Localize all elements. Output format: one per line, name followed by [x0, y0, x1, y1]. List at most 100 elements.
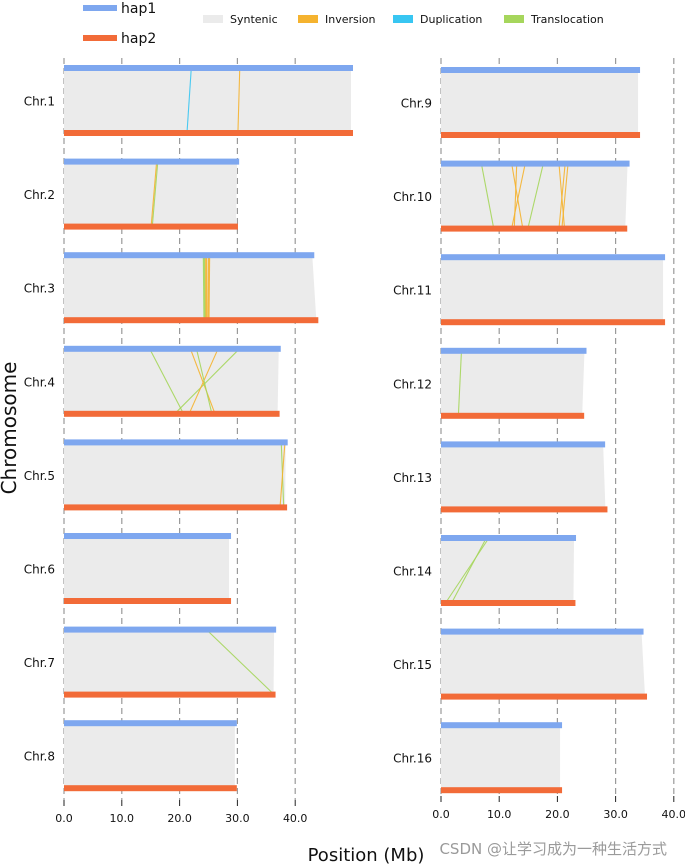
hap2-bar [441, 132, 641, 138]
inversion-link [207, 257, 211, 319]
x-tick-label: 20.0 [545, 808, 570, 821]
syntenic-region [441, 350, 585, 416]
chromosome-label: Chr.12 [393, 377, 432, 391]
hap2-bar [64, 130, 353, 136]
translocation-legend-label: Translocation [530, 13, 604, 26]
chromosome-label: Chr.2 [24, 188, 55, 202]
chromosome-label: Chr.9 [401, 97, 432, 111]
y-axis-label: Chromosome [0, 362, 21, 495]
hap2-bar [441, 319, 666, 326]
syntenic-region [441, 257, 664, 323]
chromosome-label: Chr.15 [393, 658, 432, 672]
x-axes: 0.0 10.0 20.0 30.0 40.0 0.0 10.0 20.0 30.0 40.0 [55, 796, 685, 825]
translocation-link [452, 539, 486, 602]
hap1-bar [64, 533, 232, 539]
x-tick-label: 20.0 [167, 812, 192, 825]
x-tick-label: 40.0 [283, 812, 308, 825]
syntenic-region [441, 631, 646, 697]
x-tick-label: 0.0 [55, 812, 73, 825]
chromosome-chr-10: Chr.10 [393, 160, 630, 232]
syntenic-region [64, 161, 238, 227]
translocation-link [151, 163, 159, 225]
hap2-bar [64, 504, 288, 511]
hap1-bar [64, 65, 353, 71]
chromosome-chr-8: Chr.8 [24, 720, 237, 792]
inversion-legend-label: Inversion [325, 13, 376, 26]
hap1-bar [441, 67, 641, 73]
chromosome-label: Chr.16 [393, 752, 432, 766]
hap1-bar [441, 160, 630, 167]
syntenic-region [64, 536, 230, 601]
hap1-bar [64, 252, 315, 259]
translocation-link [176, 350, 238, 413]
chromosome-chr-9: Chr.9 [401, 67, 641, 138]
syntenic-region [64, 255, 317, 321]
chromosome-tracks: Chr.1 Chr.2 Chr.3 Chr.4 Chr.5 Chr.6 Chr.7 Chr.8… [24, 65, 666, 794]
hap2-bar [441, 506, 608, 513]
syntenic-region [64, 68, 351, 133]
duplication-legend-swatch [393, 15, 413, 23]
duplication-legend-label: Duplication [420, 13, 482, 26]
chromosome-label: Chr.11 [393, 284, 432, 298]
chromosome-label: Chr.6 [24, 563, 55, 577]
chromosome-chr-5: Chr.5 [24, 439, 288, 511]
legend: hap1 hap2 Syntenic Inversion Duplication Tran… [83, 1, 604, 47]
chromosome-chr-16: Chr.16 [393, 722, 563, 794]
chromosome-label: Chr.3 [24, 282, 55, 296]
chromosome-chr-7: Chr.7 [24, 626, 277, 698]
inversion-legend-swatch [298, 15, 318, 23]
hap2-bar [64, 598, 232, 604]
x-tick-label: 40.0 [662, 808, 685, 821]
chromosome-label: Chr.1 [24, 95, 55, 109]
duplication-link [186, 69, 192, 132]
hap1-bar [64, 158, 240, 165]
x-tick-label: 10.0 [487, 808, 512, 821]
syntenic-legend-label: Syntenic [230, 13, 278, 26]
syntenic-region [64, 442, 286, 508]
syntenic-region [64, 723, 235, 789]
hap2-legend-label: hap2 [121, 31, 156, 47]
translocation-link [208, 631, 273, 693]
hap1-bar [64, 345, 281, 352]
hap2-bar [64, 317, 319, 324]
chromosome-chr-15: Chr.15 [393, 628, 648, 700]
inversion-link [558, 165, 566, 227]
inversion-link [189, 350, 218, 413]
inversion-link [279, 444, 286, 506]
inversion-link [511, 165, 526, 227]
syntenic-region [441, 70, 639, 135]
translocation-link [457, 352, 462, 414]
hap1-bar [441, 628, 644, 635]
inversion-link [150, 163, 158, 225]
hap1-bar [64, 720, 237, 727]
hap2-legend-swatch [83, 35, 117, 41]
chromosome-label: Chr.5 [24, 469, 55, 483]
hap1-bar [64, 439, 288, 446]
hap2-bar [64, 223, 238, 230]
hap1-bar [64, 626, 277, 633]
x-axis-label: Position (Mb) [308, 845, 425, 866]
translocation-link [202, 257, 206, 319]
chromosome-chr-14: Chr.14 [393, 535, 577, 606]
chromosome-chr-11: Chr.11 [393, 254, 666, 326]
chromosome-label: Chr.10 [393, 190, 432, 204]
inversion-link [237, 69, 241, 132]
syntenic-region [441, 538, 575, 603]
chromosome-chr-12: Chr.12 [393, 347, 587, 419]
x-tick-label: 10.0 [110, 812, 135, 825]
hap1-bar [441, 347, 587, 354]
inversion-link [561, 165, 569, 227]
chromosome-chr-6: Chr.6 [24, 533, 232, 604]
syntenic-region [441, 725, 561, 791]
chromosome-chr-2: Chr.2 [24, 158, 240, 230]
inversion-link [511, 165, 524, 227]
translocation-link [196, 350, 212, 412]
translocation-link [150, 350, 183, 413]
hap2-bar [441, 787, 563, 794]
syntenic-region [441, 163, 628, 229]
hap1-legend-swatch [83, 5, 117, 11]
hap2-bar [64, 785, 237, 792]
x-tick-label: 30.0 [603, 808, 628, 821]
chromosome-chr-4: Chr.4 [24, 345, 281, 417]
